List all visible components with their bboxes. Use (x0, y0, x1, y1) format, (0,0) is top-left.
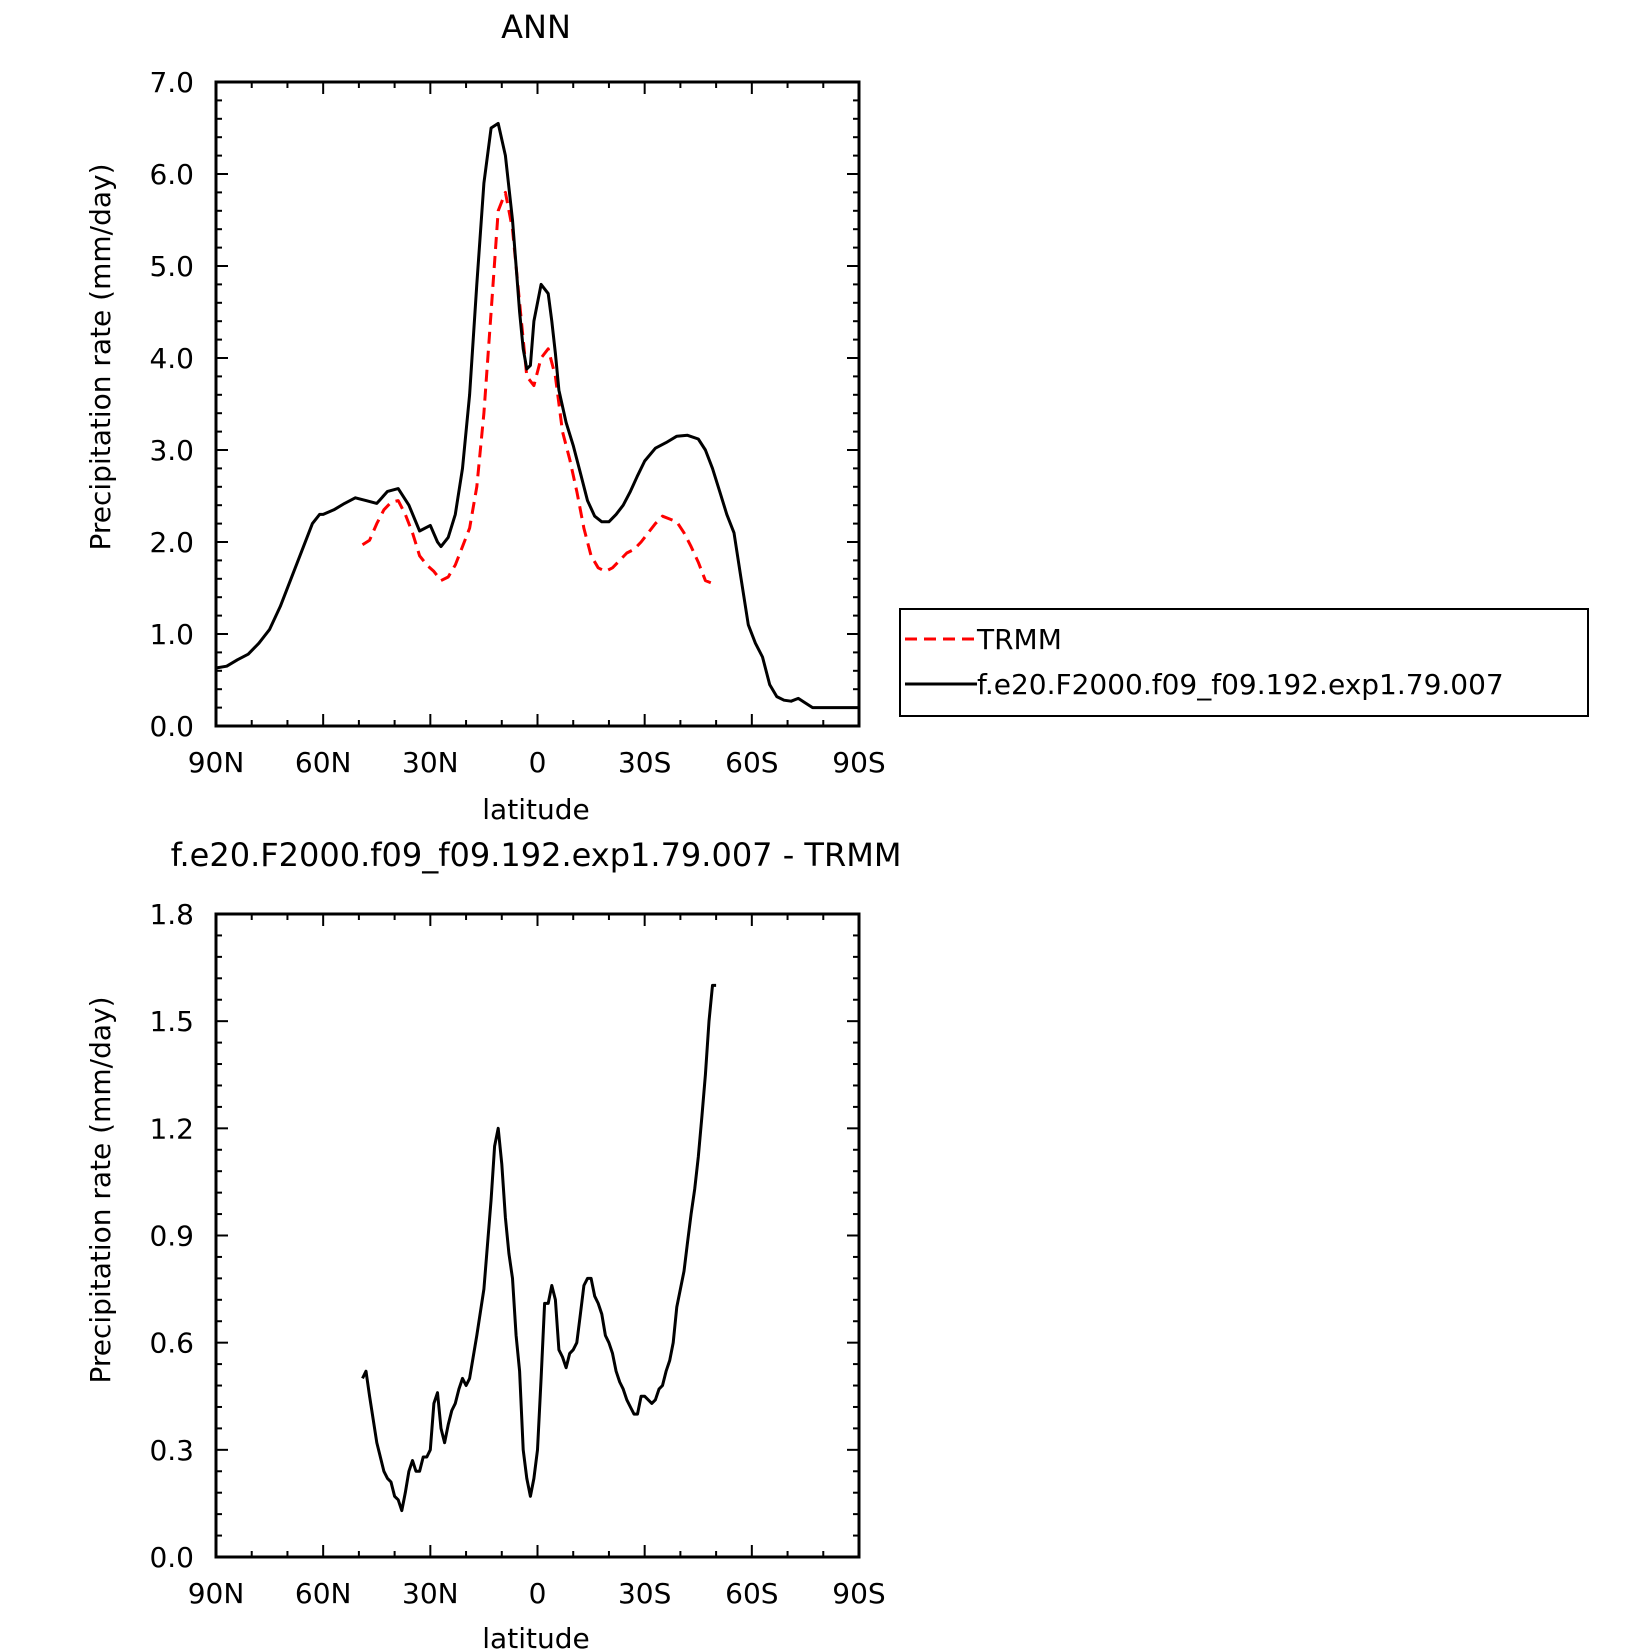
top-y-axis-label: Precipitation rate (mm/day) (84, 163, 117, 550)
top-x-tick-label: 0 (529, 746, 547, 779)
top-x-tick-label: 90S (832, 746, 885, 779)
bottom-plot-frame (214, 912, 861, 1559)
legend-entry-trmm: TRMM (905, 623, 1062, 656)
top-series-line-1 (215, 121, 859, 710)
top-x-axis-label: latitude (482, 793, 589, 826)
bottom-x-tick-label: 30S (618, 1577, 671, 1610)
bottom-y-axis-label: Precipitation rate (mm/day) (84, 996, 117, 1383)
bottom-y-tick-label: 0.9 (149, 1220, 194, 1253)
bottom-x-tick-label: 90N (188, 1577, 245, 1610)
top-y-tick-label: 5.0 (149, 250, 194, 283)
top-series-lines (215, 121, 859, 710)
top-x-tick-label: 30N (402, 746, 459, 779)
top-x-tick-label: 90N (188, 746, 245, 779)
legend-entry-model: f.e20.F2000.f09_f09.192.exp1.79.007 (905, 668, 1504, 701)
bottom-x-axis-label: latitude (482, 1622, 589, 1652)
bottom-x-tick-label: 30N (402, 1577, 459, 1610)
bottom-tick-labels: 90N 60N 30N 0 30S 60S 90S 0.0 0.3 0.6 0.9 1.2 1.5 1.8 (149, 898, 885, 1610)
legend-label-model: f.e20.F2000.f09_f09.192.exp1.79.007 (977, 668, 1504, 701)
bottom-x-tick-label: 60S (725, 1577, 778, 1610)
top-panel: ANN Precipitation rate (mm/day) latitude… (84, 8, 886, 826)
legend-box (899, 608, 1589, 717)
top-chart-title: ANN (501, 8, 571, 46)
bottom-x-tick-label: 90S (832, 1577, 885, 1610)
bottom-y-tick-label: 0.6 (149, 1327, 194, 1360)
bottom-chart-title: f.e20.F2000.f09_f09.192.exp1.79.007 - TR… (171, 836, 902, 874)
bottom-series-lines (361, 983, 717, 1513)
top-y-tick-label: 2.0 (149, 526, 194, 559)
top-x-tick-label: 60S (725, 746, 778, 779)
top-y-tick-label: 7.0 (149, 66, 194, 99)
top-x-tick-label: 30S (618, 746, 671, 779)
legend-label-trmm: TRMM (976, 623, 1062, 656)
bottom-y-tick-label: 0.0 (149, 1541, 194, 1574)
top-x-tick-label: 60N (295, 746, 352, 779)
top-y-tick-label: 1.0 (149, 618, 194, 651)
top-plot-frame (214, 80, 861, 728)
top-tick-labels: 90N 60N 30N 0 30S 60S 90S 0.0 1.0 2.0 3.0 4.0 5.0 6.0… (149, 66, 885, 779)
bottom-y-tick-label: 0.3 (149, 1434, 194, 1467)
bottom-series-line-0 (361, 983, 717, 1513)
bottom-panel: f.e20.F2000.f09_f09.192.exp1.79.007 - TR… (84, 836, 901, 1652)
top-series-line-0 (361, 190, 714, 585)
top-y-tick-label: 4.0 (149, 342, 194, 375)
bottom-y-tick-label: 1.2 (149, 1112, 194, 1145)
bottom-x-tick-label: 0 (529, 1577, 547, 1610)
top-y-tick-label: 3.0 (149, 434, 194, 467)
top-ticks (215, 81, 860, 727)
legend: TRMM f.e20.F2000.f09_f09.192.exp1.79.007 (899, 608, 1589, 717)
top-y-tick-label: 0.0 (149, 710, 194, 743)
bottom-x-tick-label: 60N (295, 1577, 352, 1610)
top-y-tick-label: 6.0 (149, 158, 194, 191)
bottom-y-tick-label: 1.8 (149, 898, 194, 931)
bottom-y-tick-label: 1.5 (149, 1005, 194, 1038)
